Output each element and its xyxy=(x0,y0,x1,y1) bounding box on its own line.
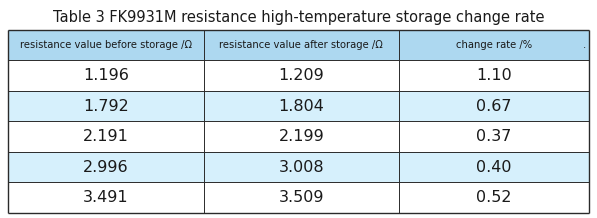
Bar xyxy=(8,121,204,152)
Text: 1.209: 1.209 xyxy=(278,68,324,83)
Text: 2.191: 2.191 xyxy=(83,129,129,144)
Text: .: . xyxy=(583,40,586,50)
Bar xyxy=(204,61,399,91)
Bar xyxy=(399,121,589,152)
Bar xyxy=(204,152,399,182)
Bar xyxy=(204,182,399,213)
Bar xyxy=(8,30,204,61)
Bar xyxy=(8,152,204,182)
Text: 1.10: 1.10 xyxy=(476,68,512,83)
Text: resistance value before storage /Ω: resistance value before storage /Ω xyxy=(20,40,192,50)
Bar xyxy=(204,121,399,152)
Bar xyxy=(399,61,589,91)
Text: 0.52: 0.52 xyxy=(476,190,512,205)
Text: 2.199: 2.199 xyxy=(278,129,324,144)
Text: resistance value after storage /Ω: resistance value after storage /Ω xyxy=(219,40,383,50)
Text: 0.67: 0.67 xyxy=(476,99,512,114)
Text: 3.491: 3.491 xyxy=(83,190,128,205)
Text: 2.996: 2.996 xyxy=(83,160,128,175)
Text: 1.792: 1.792 xyxy=(83,99,128,114)
Text: 1.196: 1.196 xyxy=(83,68,129,83)
Bar xyxy=(204,91,399,121)
Bar xyxy=(399,30,589,61)
Text: 3.008: 3.008 xyxy=(278,160,324,175)
Text: 3.509: 3.509 xyxy=(279,190,324,205)
Text: Table 3 FK9931M resistance high-temperature storage change rate: Table 3 FK9931M resistance high-temperat… xyxy=(53,10,544,25)
Text: 0.37: 0.37 xyxy=(476,129,512,144)
Text: change rate /%: change rate /% xyxy=(456,40,532,50)
Text: 0.40: 0.40 xyxy=(476,160,512,175)
Bar xyxy=(8,91,204,121)
Bar xyxy=(204,30,399,61)
Bar xyxy=(399,152,589,182)
Bar xyxy=(399,91,589,121)
Bar xyxy=(8,182,204,213)
Bar xyxy=(8,61,204,91)
Text: 1.804: 1.804 xyxy=(278,99,324,114)
Bar xyxy=(399,182,589,213)
